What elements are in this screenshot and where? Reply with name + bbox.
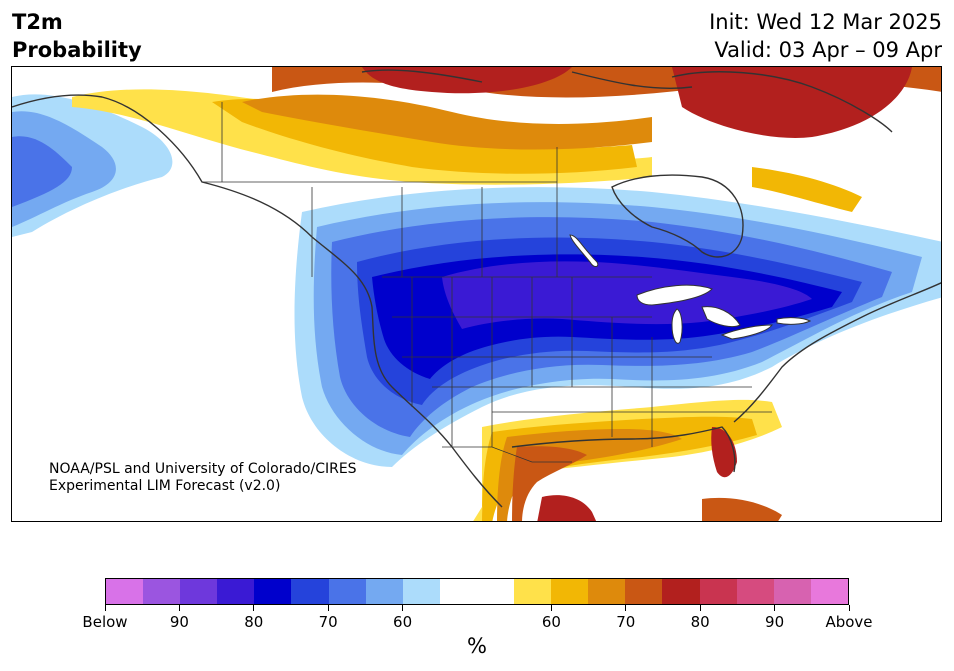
colorbar-tick-label: 90 (169, 613, 189, 631)
colorbar-swatch (106, 579, 144, 604)
colorbar-swatch (143, 579, 181, 604)
colorbar-swatch (514, 579, 552, 604)
colorbar (105, 578, 849, 605)
credit-line-1: NOAA/PSL and University of Colorado/CIRE… (49, 461, 357, 477)
forecast-dates: Init: Wed 12 Mar 2025 Valid: 03 Apr – 09… (709, 8, 942, 64)
colorbar-swatch (439, 579, 477, 604)
labrador-warm (752, 167, 862, 212)
colorbar-swatch (551, 579, 589, 604)
colorbar-swatch (736, 579, 774, 604)
colorbar-tick (253, 605, 255, 611)
lake-winnipeg (569, 234, 599, 267)
colorbar-swatch (217, 579, 255, 604)
lake-michigan (671, 308, 683, 344)
colorbar-tick-label: 70 (616, 613, 636, 631)
colorbar-tick (848, 605, 850, 611)
colorbar-swatch (328, 579, 366, 604)
colorbar-swatch (773, 579, 811, 604)
colorbar-tick-label: Above (825, 613, 873, 631)
colorbar-swatch (291, 579, 329, 604)
caribbean-warm (702, 497, 782, 521)
colorbar-tick-label: Below (82, 613, 128, 631)
colorbar-tick (178, 605, 180, 611)
alaska-below-deep (12, 136, 72, 207)
colorbar-tick (402, 605, 404, 611)
colorbar-tick (774, 605, 776, 611)
valid-date: Valid: 03 Apr – 09 Apr (714, 38, 942, 62)
arctic-warm-orange (242, 94, 652, 150)
colorbar-swatch (476, 579, 515, 604)
borders (202, 102, 772, 463)
colorbar-swatch (699, 579, 737, 604)
colorbar-tick (699, 605, 701, 611)
canada-us-border (202, 102, 652, 278)
init-date: Init: Wed 12 Mar 2025 (709, 10, 942, 34)
lake-ontario (776, 317, 812, 325)
colorbar-tick (550, 605, 552, 611)
colorbar-swatch (588, 579, 626, 604)
credit-line-2: Experimental LIM Forecast (v2.0) (49, 478, 281, 494)
colorbar-tick-label: 90 (765, 613, 785, 631)
gulf-coast (511, 426, 736, 473)
colorbar-tick-label: 60 (541, 613, 561, 631)
colorbar-swatch (365, 579, 403, 604)
arctic-islands (361, 69, 893, 133)
title-line-1: T2m (12, 10, 63, 34)
colorbar-tick (327, 605, 329, 611)
probability-map (12, 67, 941, 521)
colorbar-swatch (402, 579, 440, 604)
colorbar-swatch (180, 579, 218, 604)
mexico-border (442, 446, 572, 463)
colorbar-swatch (662, 579, 700, 604)
lake-superior (636, 284, 713, 306)
hudson-bay (611, 174, 744, 258)
colorbar-tick-label: 80 (690, 613, 710, 631)
lake-huron (701, 306, 741, 328)
colorbar-tick-label: 60 (393, 613, 413, 631)
colorbar-swatch (254, 579, 292, 604)
lake-erie (720, 324, 773, 340)
colorbar-swatch (810, 579, 848, 604)
south-warm-deep (512, 446, 587, 521)
colorbar-swatch (625, 579, 663, 604)
mexico-warm-red (537, 495, 597, 521)
title-line-2: Probability (12, 38, 142, 62)
great-lakes (569, 234, 812, 344)
arctic-warm-red (362, 67, 912, 138)
credit-text: NOAA/PSL and University of Colorado/CIRE… (49, 461, 357, 495)
map-panel (11, 66, 942, 522)
colorbar-tick (104, 605, 106, 611)
west-coast (12, 94, 503, 508)
colorbar-tick (625, 605, 627, 611)
colorbar-tick-label: 80 (244, 613, 264, 631)
colorbar-unit: % (467, 634, 487, 658)
colorbar-tick-label: 70 (318, 613, 338, 631)
coastlines (12, 69, 941, 508)
province-borders (222, 147, 558, 277)
map-title: T2m Probability (12, 8, 142, 64)
state-borders (392, 277, 772, 447)
east-coast (733, 282, 941, 423)
